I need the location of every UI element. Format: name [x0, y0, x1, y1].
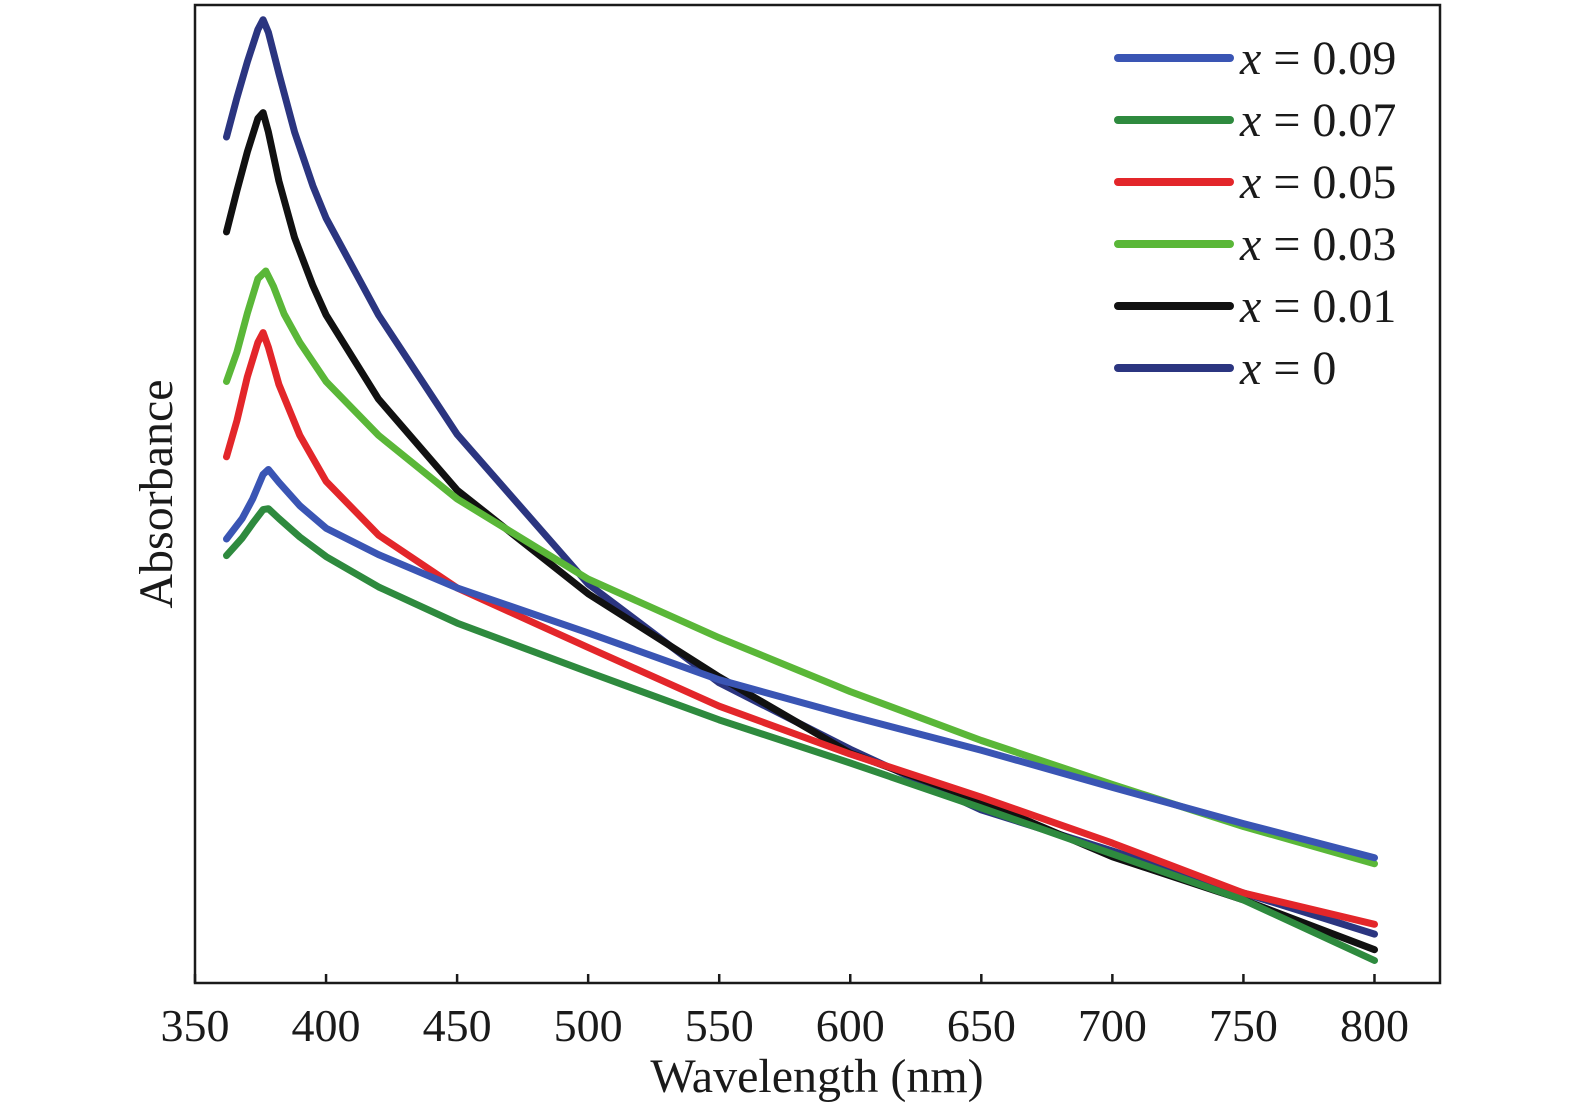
x-tick-label: 350 — [161, 1000, 230, 1051]
x-tick-label: 450 — [423, 1000, 492, 1051]
legend-entry: x = 0.05 — [1239, 156, 1396, 209]
series-line-x-0-01 — [223, 109, 1378, 954]
x-ticks: 350 400 450 500 550 600 650 700 750 800 — [161, 974, 1409, 1051]
x-tick-label: 550 — [685, 1000, 754, 1051]
x-tick-label: 650 — [947, 1000, 1016, 1051]
series-lines — [223, 16, 1378, 964]
legend-entry: x = 0.03 — [1239, 218, 1396, 271]
series-line-x-0 — [223, 16, 1378, 938]
legend-entry: x = 0.01 — [1239, 280, 1396, 333]
x-tick-label: 700 — [1078, 1000, 1147, 1051]
x-tick-label: 400 — [292, 1000, 361, 1051]
series-line-x-0-05 — [223, 329, 1378, 928]
x-axis-title: Wavelength (nm) — [650, 1050, 983, 1103]
plot-frame — [193, 3, 1442, 985]
y-axis-title: Absorbance — [130, 379, 183, 608]
x-tick-label: 750 — [1209, 1000, 1278, 1051]
legend: x = 0.09 x = 0.07 x = 0.05 x = 0.03 x = 0.01… — [1114, 32, 1396, 395]
series-line-x-0-03 — [223, 267, 1378, 868]
series-line-x-0-07 — [223, 505, 1378, 964]
series-line-x-0-09 — [223, 466, 1378, 862]
legend-entry: x = 0.07 — [1239, 94, 1396, 147]
legend-entry: x = 0 — [1239, 342, 1336, 395]
x-tick-label: 600 — [816, 1000, 885, 1051]
x-tick-label: 500 — [554, 1000, 623, 1051]
legend-entry: x = 0.09 — [1239, 32, 1396, 85]
x-tick-label: 800 — [1340, 1000, 1409, 1051]
